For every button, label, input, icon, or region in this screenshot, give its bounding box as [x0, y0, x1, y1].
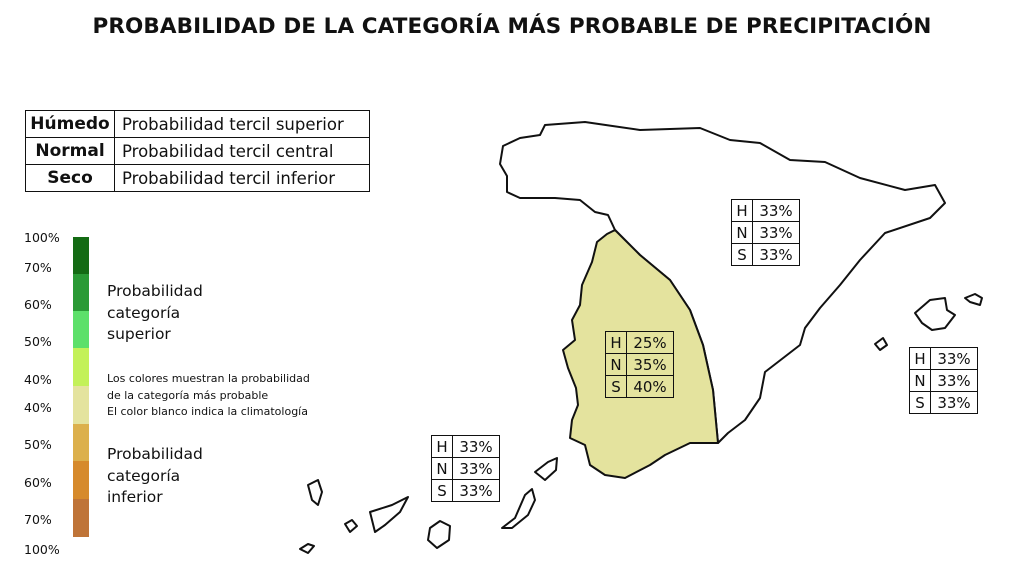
prob-row: H 25%: [605, 331, 674, 354]
prob-label: S: [731, 243, 753, 266]
peninsula-north-east-region: [499, 121, 946, 444]
prob-value: 33%: [930, 347, 978, 370]
island-gran-canaria: [427, 520, 451, 549]
color-scale-bar: [73, 237, 89, 537]
prob-value: 33%: [752, 199, 800, 222]
legend-heading-line: categoría: [107, 303, 181, 322]
island-ibiza: [874, 337, 888, 351]
key-description: Probabilidad tercil superior: [114, 110, 370, 138]
prob-label: H: [605, 331, 627, 354]
prob-value: 35%: [626, 353, 674, 376]
scale-tick-label: 70%: [24, 260, 52, 275]
key-category: Seco: [25, 164, 115, 192]
scale-tick-label: 50%: [24, 437, 52, 452]
prob-row: N 33%: [731, 221, 800, 244]
legend-heading-line: inferior: [107, 488, 163, 506]
prob-value: 25%: [626, 331, 674, 354]
legend-note-line: Los colores muestran la probabilidad: [107, 372, 310, 385]
prob-row: N 35%: [605, 353, 674, 376]
legend-lower-heading: Probabilidad categoría inferior: [107, 444, 203, 509]
prob-row: H 33%: [431, 435, 500, 458]
prob-table-balearic: H 33% N 33% S 33%: [909, 347, 978, 414]
prob-row: S 33%: [431, 479, 500, 502]
scale-segment-upper-70-100: [73, 237, 89, 274]
prob-table-canary: H 33% N 33% S 33%: [431, 435, 500, 502]
key-category: Normal: [25, 137, 115, 165]
prob-label: N: [909, 369, 931, 392]
prob-row: S 33%: [909, 391, 978, 414]
legend-note-line: de la categoría más probable: [107, 388, 269, 402]
scale-tick-label: 100%: [24, 542, 60, 557]
prob-row: H 33%: [909, 347, 978, 370]
prob-label: H: [731, 199, 753, 222]
scale-segment-upper-60-70: [73, 274, 89, 311]
prob-label: S: [909, 391, 931, 414]
prob-value: 33%: [930, 369, 978, 392]
prob-row: N 33%: [909, 369, 978, 392]
prob-value: 33%: [452, 479, 500, 502]
prob-label: N: [731, 221, 753, 244]
legend-heading-line: Probabilidad: [107, 282, 203, 300]
scale-segment-lower-40-50: [73, 386, 89, 424]
scale-tick-label: 50%: [24, 334, 52, 349]
scale-segment-lower-70-100: [73, 499, 89, 537]
scale-tick-label: 100%: [24, 230, 60, 245]
scale-tick-label: 40%: [24, 372, 52, 387]
prob-value: 33%: [752, 243, 800, 266]
island-mallorca: [914, 297, 956, 331]
legend-heading-line: superior: [107, 325, 171, 343]
scale-segment-lower-50-60: [73, 424, 89, 461]
island-fuerteventura: [501, 488, 536, 529]
scale-tick-label: 60%: [24, 297, 52, 312]
prob-value: 33%: [452, 457, 500, 480]
scale-segment-upper-40-50: [73, 348, 89, 386]
prob-value: 33%: [452, 435, 500, 458]
prob-label: H: [431, 435, 453, 458]
key-row-humedo: Húmedo Probabilidad tercil superior: [25, 110, 370, 138]
legend-heading-line: Probabilidad: [107, 445, 203, 463]
prob-row: N 33%: [431, 457, 500, 480]
scale-segment-lower-60-70: [73, 461, 89, 499]
island-la-palma: [307, 479, 323, 506]
key-row-seco: Seco Probabilidad tercil inferior: [25, 164, 370, 192]
legend-upper-heading: Probabilidad categoría superior: [107, 281, 203, 346]
island-menorca: [964, 293, 983, 306]
scale-segment-upper-50-60: [73, 311, 89, 348]
prob-value: 40%: [626, 375, 674, 398]
prob-table-north-east: H 33% N 33% S 33%: [731, 199, 800, 266]
prob-label: S: [431, 479, 453, 502]
legend-note: Los colores muestran la probabilidad de …: [107, 371, 337, 421]
prob-row: S 40%: [605, 375, 674, 398]
prob-row: H 33%: [731, 199, 800, 222]
prob-value: 33%: [752, 221, 800, 244]
scale-tick-label: 40%: [24, 400, 52, 415]
island-tenerife: [369, 496, 409, 533]
prob-label: N: [431, 457, 453, 480]
island-lanzarote: [534, 457, 558, 481]
map-title: PROBABILIDAD DE LA CATEGORÍA MÁS PROBABL…: [92, 14, 932, 39]
legend-note-line: El color blanco indica la climatología: [107, 405, 308, 418]
scale-tick-label: 70%: [24, 512, 52, 527]
island-el-hierro: [299, 543, 315, 554]
scale-tick-label: 60%: [24, 475, 52, 490]
prob-value: 33%: [930, 391, 978, 414]
prob-label: H: [909, 347, 931, 370]
category-key-table: Húmedo Probabilidad tercil superior Norm…: [25, 110, 370, 192]
legend-heading-line: categoría: [107, 466, 181, 485]
island-la-gomera: [344, 519, 358, 533]
key-description: Probabilidad tercil inferior: [114, 164, 370, 192]
key-category: Húmedo: [25, 110, 115, 138]
prob-label: N: [605, 353, 627, 376]
prob-label: S: [605, 375, 627, 398]
prob-table-south-west: H 25% N 35% S 40%: [605, 331, 674, 398]
prob-row: S 33%: [731, 243, 800, 266]
